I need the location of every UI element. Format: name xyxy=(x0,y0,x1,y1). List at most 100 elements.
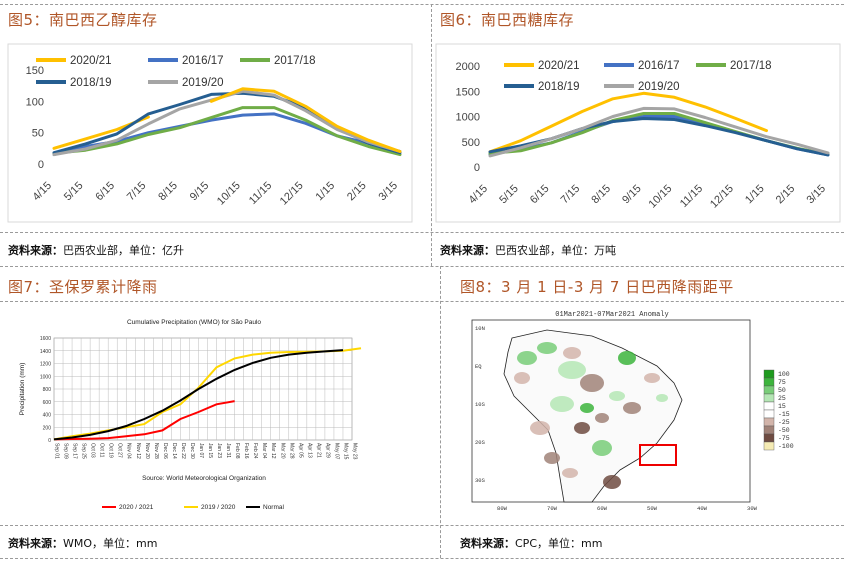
divider xyxy=(0,525,844,526)
chart-title: Cumulative Precipitation (WMO) for São P… xyxy=(127,319,261,326)
chart-title-fig8: 图8：3 月 1 日-3 月 7 日巴西降雨距平 xyxy=(460,278,734,296)
legend-label: -25 xyxy=(778,419,790,426)
series-line xyxy=(53,349,344,441)
legend-swatch xyxy=(763,369,775,379)
legend-label: -50 xyxy=(778,427,790,434)
chart-title-fig5: 图5：南巴西乙醇库存 xyxy=(8,11,158,29)
lat-label: 30S xyxy=(475,477,486,484)
legend-label: -15 xyxy=(778,411,790,418)
y-tick-label: 1000 xyxy=(456,112,480,124)
anomaly-patch xyxy=(623,402,641,414)
source-text: 巴西农业部，单位：亿升 xyxy=(63,244,184,257)
lat-label: 20S xyxy=(475,439,486,446)
x-tick-label: Oct 19 xyxy=(108,443,114,458)
anomaly-patch xyxy=(618,351,636,365)
source-fig8: 资料来源：CPC，单位：mm xyxy=(460,535,602,551)
x-tick-label: Nov 12 xyxy=(135,443,141,459)
anomaly-patch xyxy=(644,373,660,383)
y-axis-label: Precipitation (mm) xyxy=(19,363,26,416)
series-line xyxy=(53,400,235,441)
legend-label: 2018/19 xyxy=(70,77,112,89)
anomaly-patch xyxy=(550,396,574,412)
anomaly-patch xyxy=(562,468,578,478)
source-text: CPC，单位：mm xyxy=(515,537,603,550)
x-tick-label: Mar 12 xyxy=(270,443,276,459)
x-tick-label: Jan 31 xyxy=(225,443,231,458)
legend-label: 2016/17 xyxy=(638,60,680,72)
divider xyxy=(0,4,844,5)
x-tick-label: Dec 22 xyxy=(180,443,186,459)
y-tick-label: 200 xyxy=(43,425,52,431)
series-line xyxy=(488,91,768,154)
anomaly-patch xyxy=(592,440,612,456)
legend-swatch xyxy=(763,433,775,443)
y-tick-label: 1600 xyxy=(40,336,51,342)
x-tick-label: Mar 28 xyxy=(288,443,294,459)
x-tick-label: Dec 14 xyxy=(171,443,177,459)
x-tick-label: Mar 04 xyxy=(261,443,267,459)
legend-label: 2020/21 xyxy=(70,55,112,67)
lat-label: EQ xyxy=(475,363,482,370)
x-tick-label: Apr 21 xyxy=(315,443,321,458)
legend-swatch xyxy=(763,401,775,411)
legend-swatch xyxy=(763,393,775,403)
series-line xyxy=(209,87,402,153)
legend-label: 2016/17 xyxy=(182,55,224,67)
legend-label: -100 xyxy=(778,443,794,450)
x-tick-label: Dec 30 xyxy=(189,443,195,459)
x-tick-label: Feb 16 xyxy=(243,443,249,459)
chart-note: Source: World Meteorological Organizatio… xyxy=(142,475,266,482)
x-tick-label: Mar 20 xyxy=(279,443,285,459)
x-tick-label: Oct 11 xyxy=(99,443,105,458)
divider xyxy=(0,232,844,233)
x-tick-label: Jan 15 xyxy=(207,443,213,458)
series-line xyxy=(52,106,402,157)
x-tick-label: Apr 29 xyxy=(324,443,330,458)
source-label: 资料来源： xyxy=(440,244,495,257)
x-tick-label: Nov 28 xyxy=(153,443,159,459)
legend-label: -75 xyxy=(778,435,790,442)
y-tick-label: 600 xyxy=(43,400,52,406)
source-fig6: 资料来源：巴西农业部，单位：万吨 xyxy=(440,242,616,258)
anomaly-patch xyxy=(574,422,590,434)
legend-label: 2018/19 xyxy=(538,81,580,93)
legend-label: Normal xyxy=(263,504,285,511)
series-line xyxy=(488,106,830,158)
x-tick-label: Nov 20 xyxy=(144,443,150,459)
legend-swatch xyxy=(763,441,775,451)
x-tick-label: Dec 06 xyxy=(162,443,168,459)
plot-frame xyxy=(435,43,841,223)
anomaly-patch xyxy=(609,391,625,401)
legend-swatch xyxy=(763,377,775,387)
x-tick-label: Jan 07 xyxy=(198,443,204,458)
legend-label: 2019 / 2020 xyxy=(201,504,236,511)
y-tick-label: 50 xyxy=(32,128,44,140)
y-tick-label: 1500 xyxy=(456,86,480,98)
y-tick-label: 1200 xyxy=(40,362,51,368)
map-title: 01Mar2021-07Mar2021 Anomaly xyxy=(555,311,668,319)
legend-swatch xyxy=(763,385,775,395)
x-tick-label: May 15 xyxy=(342,443,348,460)
highlight-box xyxy=(639,444,677,466)
anomaly-patch xyxy=(656,394,668,402)
divider xyxy=(431,4,432,266)
y-tick-label: 0 xyxy=(48,438,51,444)
legend-label: 2020 / 2021 xyxy=(119,504,154,511)
y-tick-label: 1400 xyxy=(40,349,51,355)
x-tick-label: Nov 04 xyxy=(126,443,132,459)
lon-label: 80W xyxy=(497,505,508,512)
anomaly-patch xyxy=(580,374,604,392)
source-fig7: 资料来源：WMO，单位：mm xyxy=(8,535,157,551)
source-text: WMO，单位：mm xyxy=(63,537,158,550)
lon-label: 50W xyxy=(647,505,658,512)
legend-label: 75 xyxy=(778,379,786,386)
divider xyxy=(0,558,844,559)
legend-swatch xyxy=(763,425,775,435)
legend-swatch xyxy=(763,417,775,427)
legend-swatch xyxy=(763,409,775,419)
anomaly-patch xyxy=(580,403,594,413)
lon-label: 40W xyxy=(697,505,708,512)
source-label: 资料来源： xyxy=(460,537,515,550)
